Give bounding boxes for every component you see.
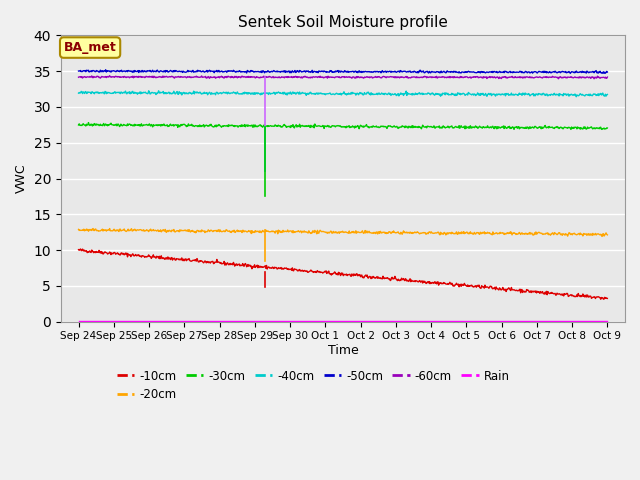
-10cm bbox=[597, 296, 605, 302]
Rain bbox=[530, 318, 538, 324]
-10cm bbox=[412, 278, 420, 284]
-20cm bbox=[598, 234, 606, 240]
-20cm bbox=[531, 230, 538, 236]
-30cm bbox=[396, 124, 404, 130]
-60cm bbox=[590, 76, 598, 82]
-60cm bbox=[75, 74, 83, 80]
-20cm bbox=[108, 228, 115, 234]
Rain bbox=[476, 318, 483, 324]
-30cm bbox=[604, 125, 611, 131]
-50cm bbox=[396, 68, 404, 73]
-40cm bbox=[107, 90, 115, 96]
-60cm bbox=[108, 74, 115, 80]
-50cm bbox=[412, 70, 420, 75]
Rain bbox=[396, 318, 403, 324]
-50cm bbox=[108, 68, 115, 74]
-30cm bbox=[567, 127, 575, 132]
-50cm bbox=[531, 69, 538, 74]
-40cm bbox=[412, 92, 420, 97]
-50cm bbox=[604, 69, 611, 75]
-20cm bbox=[412, 230, 420, 236]
-30cm bbox=[412, 124, 420, 130]
Text: BA_met: BA_met bbox=[64, 41, 116, 54]
-30cm bbox=[108, 122, 115, 128]
Title: Sentek Soil Moisture profile: Sentek Soil Moisture profile bbox=[238, 15, 448, 30]
-40cm bbox=[572, 94, 580, 99]
-60cm bbox=[412, 75, 420, 81]
-10cm bbox=[531, 288, 538, 294]
-50cm bbox=[476, 70, 484, 76]
-60cm bbox=[106, 73, 113, 79]
-40cm bbox=[396, 91, 404, 97]
-60cm bbox=[476, 74, 484, 80]
Rain bbox=[604, 318, 611, 324]
-30cm bbox=[531, 124, 538, 130]
-20cm bbox=[476, 229, 484, 235]
-40cm bbox=[75, 90, 83, 96]
X-axis label: Time: Time bbox=[328, 344, 358, 357]
-60cm bbox=[531, 75, 538, 81]
Line: -10cm: -10cm bbox=[79, 249, 607, 299]
-10cm bbox=[604, 296, 611, 301]
-10cm bbox=[383, 276, 390, 281]
-20cm bbox=[89, 226, 97, 231]
-50cm bbox=[566, 71, 574, 76]
-20cm bbox=[383, 231, 390, 237]
-30cm bbox=[84, 120, 92, 125]
Rain bbox=[412, 318, 419, 324]
-60cm bbox=[396, 74, 404, 80]
Line: -40cm: -40cm bbox=[79, 91, 607, 96]
Rain bbox=[75, 318, 83, 324]
-40cm bbox=[604, 92, 611, 97]
-10cm bbox=[75, 247, 83, 252]
-30cm bbox=[75, 122, 83, 128]
Y-axis label: VWC: VWC bbox=[15, 164, 28, 193]
Line: -30cm: -30cm bbox=[79, 122, 607, 130]
-20cm bbox=[396, 231, 404, 237]
-10cm bbox=[476, 285, 484, 291]
-40cm bbox=[383, 91, 390, 97]
Line: -60cm: -60cm bbox=[79, 76, 607, 79]
Line: -50cm: -50cm bbox=[79, 70, 607, 73]
-50cm bbox=[75, 68, 83, 74]
Rain bbox=[382, 318, 390, 324]
-20cm bbox=[604, 232, 611, 238]
-60cm bbox=[604, 74, 611, 80]
-20cm bbox=[75, 227, 83, 232]
-10cm bbox=[396, 277, 404, 283]
-40cm bbox=[531, 92, 538, 97]
-10cm bbox=[108, 250, 115, 256]
-30cm bbox=[383, 124, 390, 130]
-50cm bbox=[383, 70, 390, 75]
-60cm bbox=[383, 75, 390, 81]
-50cm bbox=[102, 67, 109, 72]
-10cm bbox=[77, 246, 84, 252]
Legend: -10cm, -20cm, -30cm, -40cm, -50cm, -60cm, Rain: -10cm, -20cm, -30cm, -40cm, -50cm, -60cm… bbox=[112, 365, 515, 406]
-40cm bbox=[145, 88, 152, 94]
Rain bbox=[107, 318, 115, 324]
-40cm bbox=[476, 93, 484, 98]
Line: -20cm: -20cm bbox=[79, 228, 607, 237]
-30cm bbox=[476, 124, 484, 130]
